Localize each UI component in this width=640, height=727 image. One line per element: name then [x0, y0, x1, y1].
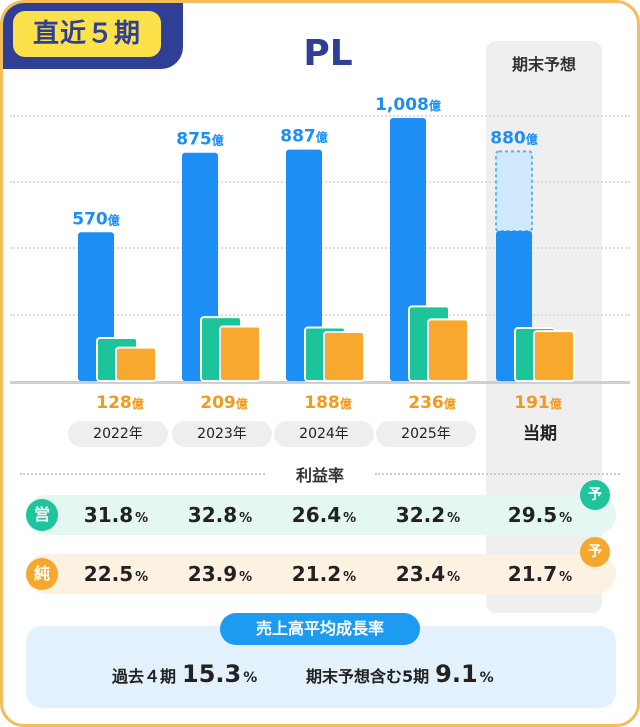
revenue-label: 880億 [490, 128, 538, 148]
cagr-title: 売上高平均成長率 [220, 613, 420, 645]
net-margin-value: 21.2% [291, 562, 357, 586]
period-tab: 直近５期 [3, 3, 183, 69]
forecast-mark: 予 [580, 537, 610, 567]
net-profit-bar [533, 330, 575, 383]
net-profit-bar [219, 325, 261, 382]
period-label: 直近５期 [13, 11, 161, 57]
net-profit-bar [323, 330, 365, 383]
operating-badge: 営 [26, 499, 58, 531]
revenue-label: 887億 [280, 127, 328, 147]
category-label: 2023年 [172, 421, 272, 447]
net-profit-label: 191億 [514, 393, 562, 413]
net-profit-label: 128億 [96, 393, 144, 413]
net-profit-bar [427, 318, 469, 382]
net-margin-row: 純 22.5% 23.9% 21.2% 23.4% 21.7% [26, 554, 616, 594]
forecast-header: 期末予想 [511, 55, 576, 74]
net-profit-label: 188億 [304, 393, 352, 413]
category-label: 2022年 [68, 421, 168, 447]
net-margin-value: 23.4% [395, 562, 461, 586]
operating-margin-value: 29.5% [507, 503, 573, 527]
operating-margin-value: 31.8% [83, 503, 149, 527]
operating-margin-value: 32.8% [187, 503, 253, 527]
divider [20, 473, 265, 475]
ratio-title: 利益率 [295, 466, 344, 485]
cagr-forecast: 期末予想含む5期 9.1% [306, 660, 494, 688]
net-margin-value: 22.5% [83, 562, 149, 586]
revenue-label: 570億 [72, 209, 120, 229]
net-margin-value: 23.9% [187, 562, 253, 586]
net-profit-label: 236億 [408, 393, 456, 413]
revenue-label: 1,008億 [375, 95, 441, 115]
category-label: 2024年 [274, 421, 374, 447]
chart-baseline [10, 381, 630, 384]
revenue-label: 875億 [176, 130, 224, 150]
net-profit-bar [115, 346, 157, 383]
chart-title: PL [303, 33, 353, 74]
revenue-bar [286, 149, 322, 381]
forecast-revenue-bar [495, 150, 533, 232]
operating-margin-row: 営 31.8% 32.8% 26.4% 32.2% 29.5% [26, 495, 616, 535]
net-margin-value: 21.7% [507, 562, 573, 586]
forecast-mark: 予 [580, 480, 610, 510]
category-label: 2025年 [376, 421, 476, 447]
operating-margin-value: 26.4% [291, 503, 357, 527]
grid-line [10, 115, 630, 117]
operating-margin-value: 32.2% [395, 503, 461, 527]
net-profit-label: 209億 [200, 393, 248, 413]
category-label-current: 当期 [523, 424, 557, 444]
net-badge: 純 [26, 558, 58, 590]
divider [375, 473, 620, 475]
cagr-past: 過去４期 15.3% [112, 660, 258, 688]
